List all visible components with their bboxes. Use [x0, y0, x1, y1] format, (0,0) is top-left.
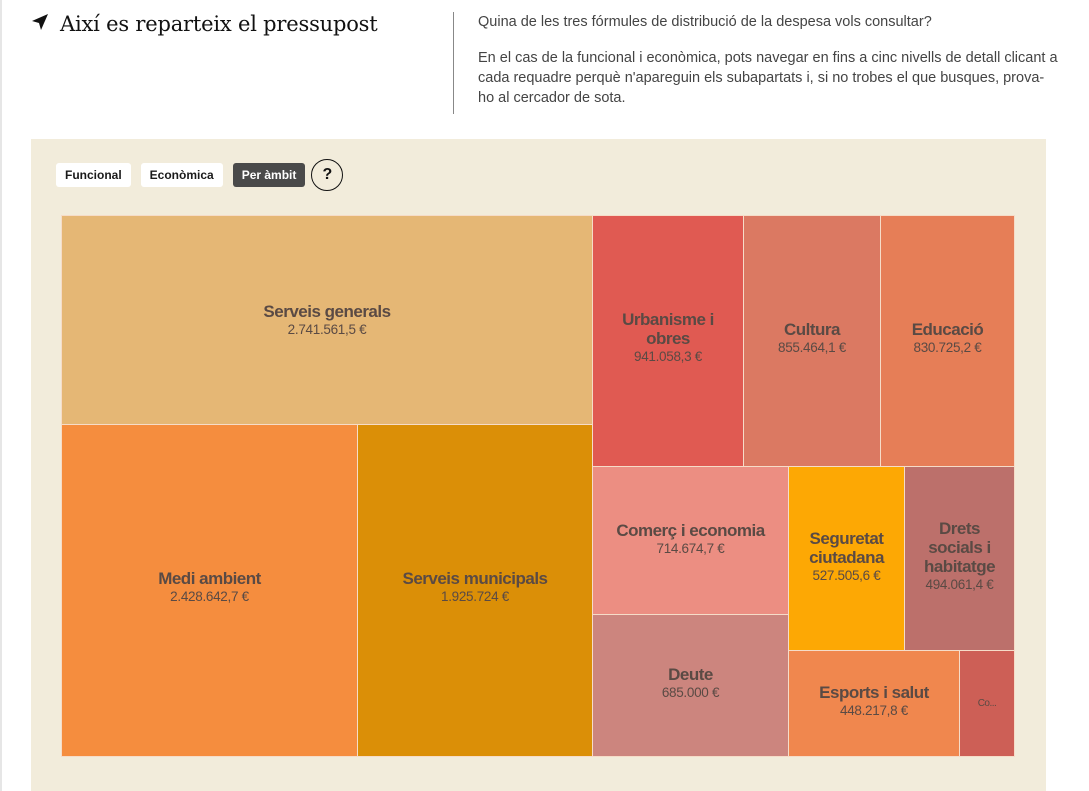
cell-value: 494.061,4 €: [925, 577, 994, 592]
navigation-arrow-icon: [32, 14, 48, 30]
cell-label: Serveis municipals: [402, 569, 548, 588]
cell-label: Medi ambient: [158, 569, 261, 588]
cell-value: 714.674,7 €: [656, 541, 725, 556]
chart-panel: Funcional Econòmica Per àmbit ? Serveis …: [31, 139, 1046, 791]
distribution-tabs: Funcional Econòmica Per àmbit ?: [56, 159, 344, 191]
treemap-cell-comerc-i-economia[interactable]: Comerç i economia 714.674,7 €: [592, 466, 789, 615]
header: Així es reparteix el pressupost Quina de…: [0, 0, 1089, 130]
treemap-cell-esports-i-salut[interactable]: Esports i salut 448.217,8 €: [788, 650, 960, 757]
cell-label: Comerç i economia: [616, 521, 765, 540]
help-button[interactable]: ?: [311, 159, 344, 191]
cell-label: Co...: [977, 698, 997, 709]
question-mark-icon: ?: [322, 166, 333, 183]
cell-value: 941.058,3 €: [633, 349, 703, 364]
cell-value: 448.217,8 €: [839, 703, 909, 718]
title-row: Així es reparteix el pressupost: [30, 12, 378, 36]
cell-value: 830.725,2 €: [913, 340, 982, 355]
intro-detail: En el cas de la funcional i econòmica, p…: [478, 50, 1058, 106]
cell-label: Deute: [668, 665, 713, 684]
cell-value: 527.505,6 €: [812, 568, 881, 583]
treemap-cell-co[interactable]: Co...: [959, 650, 1015, 757]
header-divider: [453, 12, 454, 114]
cell-value: 855.464,1 €: [777, 340, 847, 355]
page-title: Així es reparteix el pressupost: [60, 12, 378, 36]
cell-value: 685.000 €: [661, 685, 720, 700]
page-left-border: [0, 0, 2, 791]
cell-label: Seguretat ciutadana: [809, 529, 884, 567]
cell-value: 1.925.724 €: [440, 589, 510, 604]
treemap-cell-urbanisme-i-obres[interactable]: Urbanisme i obres 941.058,3 €: [592, 215, 744, 467]
treemap-cell-seguretat-ciutadana[interactable]: Seguretat ciutadana 527.505,6 €: [788, 466, 905, 651]
treemap-cell-serveis-generals[interactable]: Serveis generals 2.741.561,5 €: [61, 215, 593, 425]
cell-label: Drets socials i habitatge: [923, 519, 996, 576]
cell-value: 2.741.561,5 €: [287, 322, 367, 337]
treemap-cell-drets-socials-i-habitatge[interactable]: Drets socials i habitatge 494.061,4 €: [904, 466, 1015, 651]
intro-text: Quina de les tres fórmules de distribuci…: [478, 12, 1058, 124]
cell-label: Serveis generals: [263, 302, 391, 321]
intro-question: Quina de les tres fórmules de distribuci…: [478, 14, 932, 30]
cell-label: Educació: [911, 320, 984, 339]
tab-funcional[interactable]: Funcional: [56, 163, 131, 187]
treemap-cell-educacio[interactable]: Educació 830.725,2 €: [880, 215, 1015, 467]
treemap-cell-deute[interactable]: Deute 685.000 €: [592, 614, 789, 757]
cell-label: Cultura: [784, 320, 841, 339]
tab-economica[interactable]: Econòmica: [140, 163, 223, 187]
treemap-cell-serveis-municipals[interactable]: Serveis municipals 1.925.724 €: [357, 424, 593, 757]
cell-value: 2.428.642,7 €: [170, 589, 249, 604]
tab-per-ambit[interactable]: Per àmbit: [232, 163, 306, 187]
treemap: Serveis generals 2.741.561,5 € Medi ambi…: [61, 215, 1015, 757]
cell-label: Esports i salut: [819, 683, 929, 702]
treemap-cell-cultura[interactable]: Cultura 855.464,1 €: [743, 215, 881, 467]
treemap-cell-medi-ambient[interactable]: Medi ambient 2.428.642,7 €: [61, 424, 358, 757]
cell-label: Urbanisme i obres: [622, 310, 714, 348]
